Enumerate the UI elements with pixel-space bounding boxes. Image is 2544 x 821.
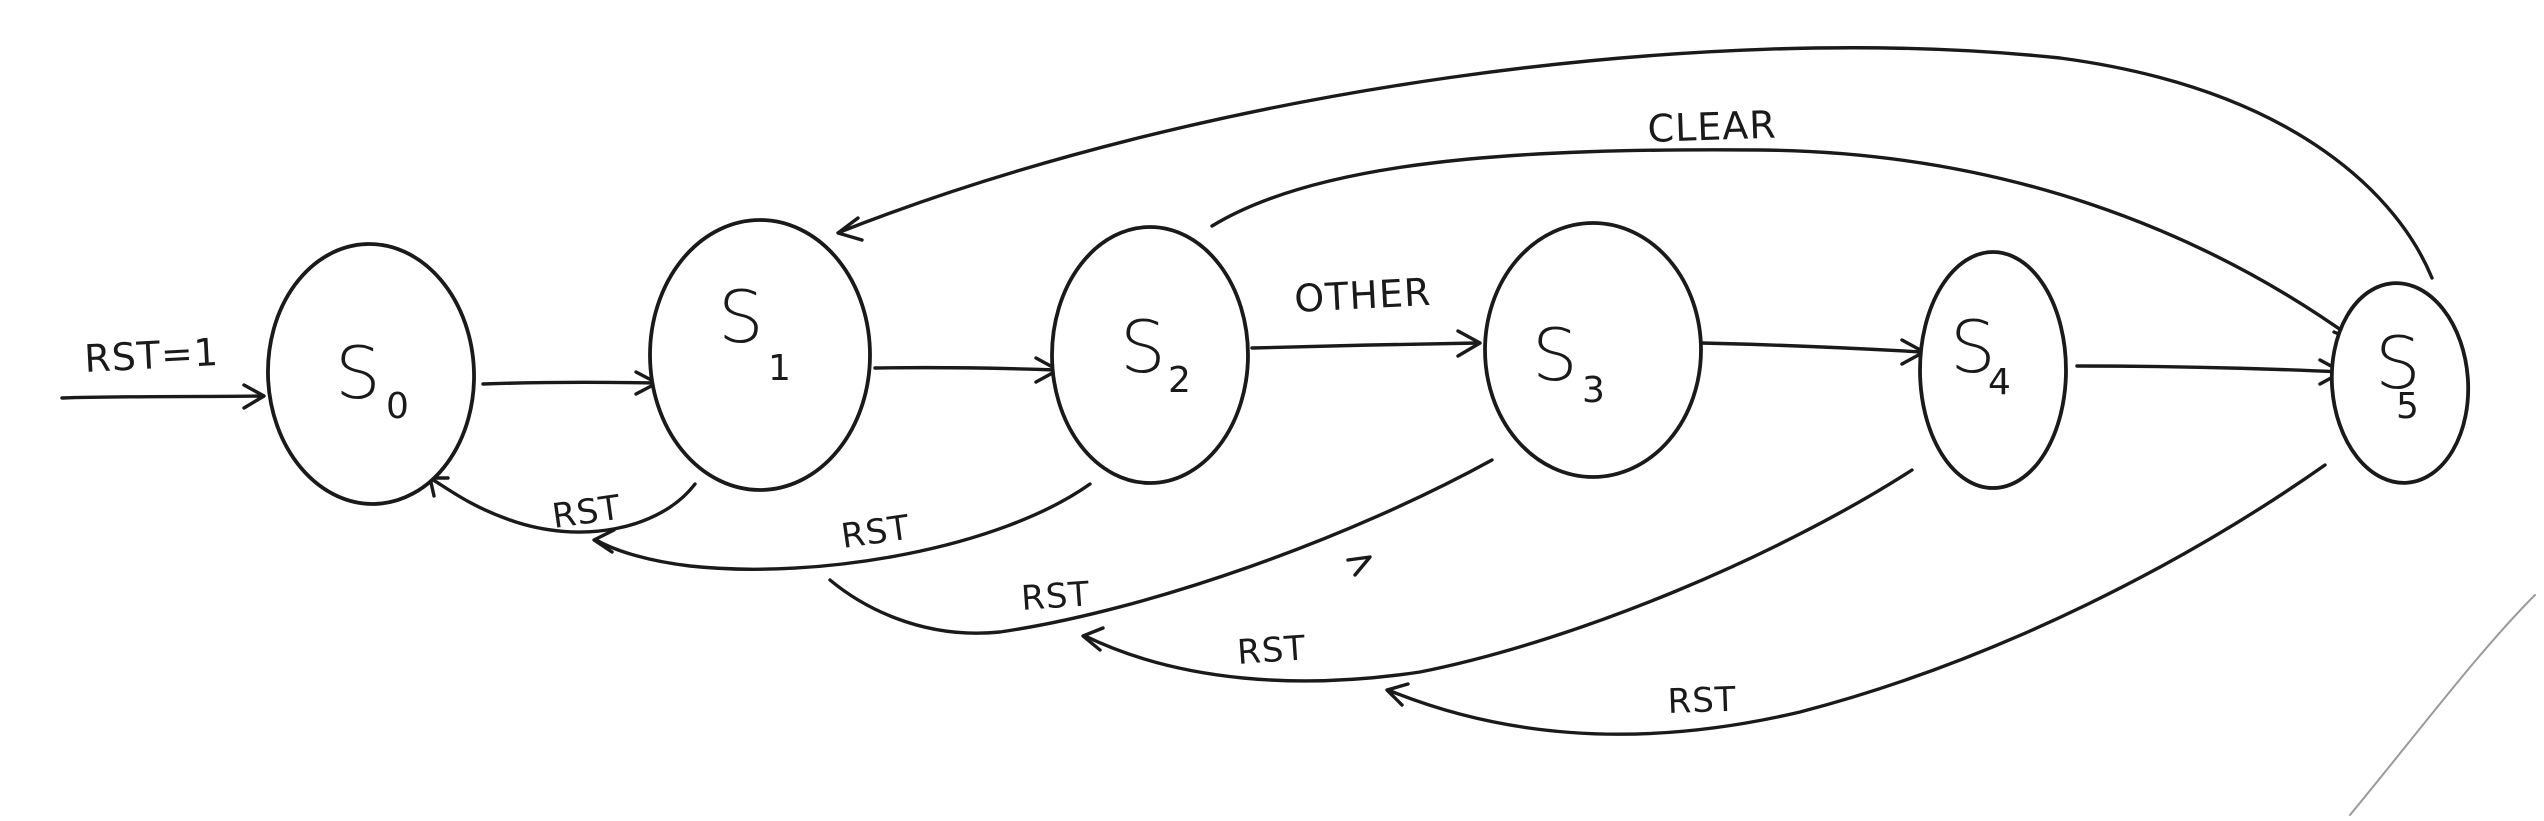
state-s3-subscript: 3	[1582, 370, 1605, 411]
edge-rst-s5-arrowhead	[1385, 682, 1410, 707]
state-s1-subscript: 1	[768, 348, 791, 389]
label-rst-s1: RST	[550, 488, 624, 537]
edge-rst-s4-arrowhead	[1081, 626, 1105, 652]
state-s1: S 1	[648, 218, 872, 492]
state-s0-label: S	[335, 331, 381, 415]
edge-rst-s3-arrowhead	[1346, 555, 1372, 577]
label-rst-s2: RST	[839, 508, 913, 557]
edge-rst-s4	[1083, 468, 1914, 683]
edge-s0-s1	[481, 380, 657, 386]
state-s5-label: S	[2375, 321, 2421, 405]
state-s4-subscript: 4	[1988, 362, 2011, 403]
edge-s1-s2	[873, 365, 1058, 372]
edge-rst-s2-arrowhead	[592, 528, 616, 554]
state-s2: S 2	[1050, 225, 1250, 485]
edge-s5-s1-arrowhead	[836, 216, 864, 242]
state-s4: S 4	[1918, 250, 2068, 490]
state-s5-subscript: 5	[2396, 386, 2419, 427]
edge-s4-s5	[2075, 364, 2342, 374]
edge-initial	[60, 394, 264, 400]
label-rst-s5: RST	[1667, 680, 1737, 722]
label-initial-rst: RST=1	[83, 330, 220, 381]
state-s4-label: S	[1950, 305, 1996, 389]
edge-s5-s1	[838, 46, 2434, 280]
edge-rst-s2	[594, 482, 1092, 571]
state-s5: S 5	[2329, 281, 2471, 485]
label-rst-s4: RST	[1236, 628, 1308, 673]
label-rst-s3: RST	[1020, 574, 1092, 619]
state-s3-label: S	[1532, 313, 1578, 397]
state-s2-label: S	[1120, 305, 1166, 389]
edge-s2-s3	[1250, 341, 1480, 350]
edge-rst-s1	[428, 476, 697, 534]
state-s3: S 3	[1483, 221, 1703, 479]
edge-s3-s4	[1699, 341, 1924, 354]
label-clear: CLEAR	[1647, 103, 1778, 151]
state-s0: S 0	[266, 242, 476, 506]
paper-edge-mark	[2349, 594, 2536, 816]
state-s0-subscript: 0	[386, 386, 409, 427]
edge-clear-s2-s5	[1210, 148, 2357, 342]
edge-s2-s3-arrowhead	[1456, 329, 1482, 358]
label-other: OTHER	[1293, 270, 1432, 321]
edge-rst-s3	[828, 458, 1494, 635]
state-s2-subscript: 2	[1168, 360, 1191, 401]
edge-initial-arrowhead	[242, 383, 266, 410]
edge-rst-s5	[1386, 463, 2327, 736]
state-s1-label: S	[718, 275, 764, 359]
